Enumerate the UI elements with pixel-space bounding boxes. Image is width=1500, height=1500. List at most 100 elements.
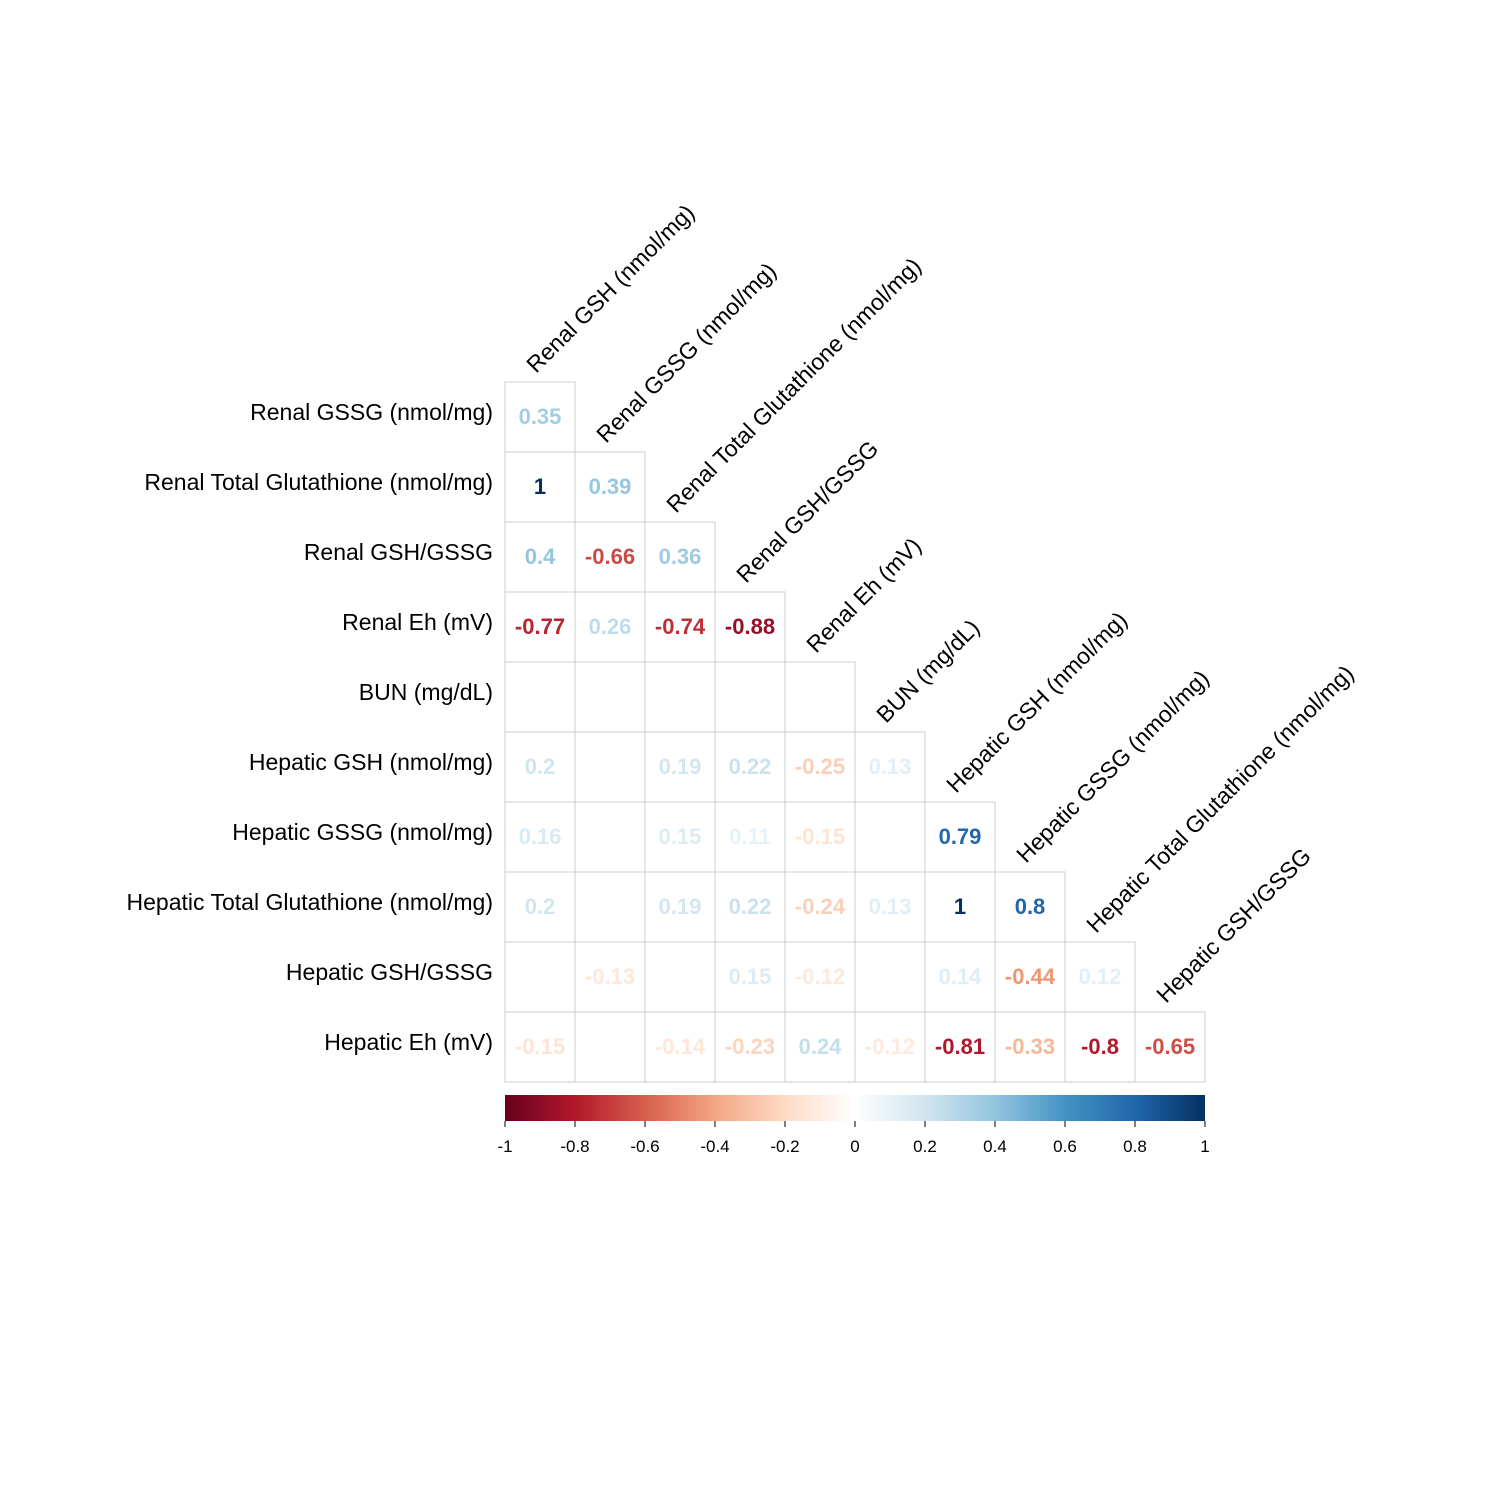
matrix-cell — [504, 1011, 576, 1083]
column-label: Renal Total Glutathione (nmol/mg) — [661, 253, 926, 518]
matrix-cell — [714, 801, 786, 873]
colorbar-tick-label: 0 — [850, 1137, 859, 1156]
matrix-cell — [574, 661, 646, 733]
correlation-value: 1 — [954, 894, 966, 919]
correlation-value: 0.19 — [659, 754, 702, 779]
correlation-value: 0.11 — [729, 824, 771, 849]
matrix-cell — [644, 521, 716, 593]
colorbar-tick-label: 0.4 — [983, 1137, 1007, 1156]
row-label: Hepatic Eh (mV) — [324, 1029, 493, 1055]
matrix-cell — [504, 871, 576, 943]
matrix-cell — [714, 871, 786, 943]
colorbar-tick-label: 1 — [1200, 1137, 1209, 1156]
column-label: Renal GSH/GSSG — [731, 435, 883, 587]
correlation-value: 0.36 — [659, 544, 702, 569]
correlation-value: -0.74 — [655, 614, 706, 639]
matrix-cell — [574, 801, 646, 873]
colorbar-tick-label: -1 — [497, 1137, 512, 1156]
row-label: Renal Eh (mV) — [342, 609, 493, 635]
row-label: Renal GSH/GSSG — [304, 539, 493, 565]
matrix-cell — [1064, 1011, 1136, 1083]
matrix-cell — [924, 1011, 996, 1083]
matrix-cell — [574, 591, 646, 663]
correlation-value: 0.15 — [659, 824, 702, 849]
matrix-cell — [784, 1011, 856, 1083]
matrix-cell — [854, 941, 926, 1013]
correlation-value: 0.13 — [869, 754, 912, 779]
correlation-value: 0.15 — [729, 964, 772, 989]
colorbar-tick-label: 0.6 — [1053, 1137, 1077, 1156]
matrix-cell — [924, 941, 996, 1013]
matrix-cell — [854, 801, 926, 873]
matrix-cell — [714, 1011, 786, 1083]
matrix-cell — [574, 521, 646, 593]
matrix-cell — [504, 381, 576, 453]
column-label: Hepatic Total Glutathione (nmol/mg) — [1081, 660, 1359, 938]
correlation-value: 0.12 — [1079, 964, 1122, 989]
matrix-cell — [1134, 1011, 1206, 1083]
colorbar-gradient — [505, 1095, 1205, 1121]
column-label: Renal Eh (mV) — [801, 532, 926, 657]
correlation-value: 0.26 — [589, 614, 632, 639]
row-label: Hepatic GSH/GSSG — [286, 959, 493, 985]
matrix-cell — [504, 661, 576, 733]
correlation-value: 0.13 — [869, 894, 912, 919]
matrix-cell — [644, 871, 716, 943]
correlation-value: 0.4 — [525, 544, 556, 569]
correlation-value: 0.2 — [525, 754, 556, 779]
correlation-value: -0.88 — [725, 614, 775, 639]
matrix-cell — [644, 731, 716, 803]
matrix-cell — [854, 1011, 926, 1083]
correlation-value: -0.33 — [1005, 1034, 1055, 1059]
correlation-value: 0.35 — [519, 404, 562, 429]
correlation-value: -0.14 — [655, 1034, 706, 1059]
correlation-value: -0.81 — [935, 1034, 985, 1059]
matrix-cell — [574, 451, 646, 523]
correlation-value: -0.8 — [1081, 1034, 1119, 1059]
matrix-cell — [994, 871, 1066, 943]
row-label: Hepatic GSH (nmol/mg) — [249, 749, 493, 775]
matrix-cell — [504, 521, 576, 593]
correlation-value: -0.15 — [515, 1034, 565, 1059]
row-label: Hepatic Total Glutathione (nmol/mg) — [127, 889, 493, 915]
correlation-value: -0.12 — [795, 964, 845, 989]
row-label: Renal Total Glutathione (nmol/mg) — [144, 469, 493, 495]
correlation-value: 0.39 — [589, 474, 632, 499]
colorbar: -1 -0.8 -0.6 -0.4 -0.2 0 0.2 0.4 0.6 0.8 1 — [497, 1095, 1210, 1156]
matrix-cell — [854, 871, 926, 943]
colorbar-tick-label: -0.4 — [700, 1137, 729, 1156]
correlation-value: -0.23 — [725, 1034, 775, 1059]
matrix-cell — [644, 661, 716, 733]
matrix-cell — [574, 731, 646, 803]
correlation-value: 0.14 — [939, 964, 983, 989]
matrix-cell — [924, 871, 996, 943]
matrix-cell — [574, 871, 646, 943]
correlation-value: -0.65 — [1145, 1034, 1195, 1059]
correlation-value: 0.8 — [1015, 894, 1046, 919]
colorbar-tick-label: 0.2 — [913, 1137, 937, 1156]
correlation-value: -0.44 — [1005, 964, 1056, 989]
row-labels: Renal GSSG (nmol/mg) Renal Total Glutathi… — [127, 399, 493, 1055]
matrix-cell — [574, 1011, 646, 1083]
matrix-cell — [714, 591, 786, 663]
correlation-value: -0.25 — [795, 754, 845, 779]
matrix-cell — [644, 941, 716, 1013]
row-label: Hepatic GSSG (nmol/mg) — [232, 819, 493, 845]
correlation-value: 0.2 — [525, 894, 556, 919]
correlation-value: 0.22 — [729, 894, 772, 919]
correlation-value: 0.79 — [939, 824, 982, 849]
matrix-cell — [504, 941, 576, 1013]
matrix-cell — [1064, 941, 1136, 1013]
correlation-value: -0.66 — [585, 544, 635, 569]
matrix-cell — [714, 941, 786, 1013]
matrix-cell — [784, 801, 856, 873]
matrix-cell — [714, 661, 786, 733]
colorbar-tick-label: -0.6 — [630, 1137, 659, 1156]
correlation-value: 0.16 — [519, 824, 562, 849]
correlation-value: -0.13 — [585, 964, 635, 989]
correlation-value: -0.24 — [795, 894, 846, 919]
correlation-value: -0.77 — [515, 614, 565, 639]
matrix-cell — [784, 731, 856, 803]
colorbar-tick-label: -0.8 — [560, 1137, 589, 1156]
